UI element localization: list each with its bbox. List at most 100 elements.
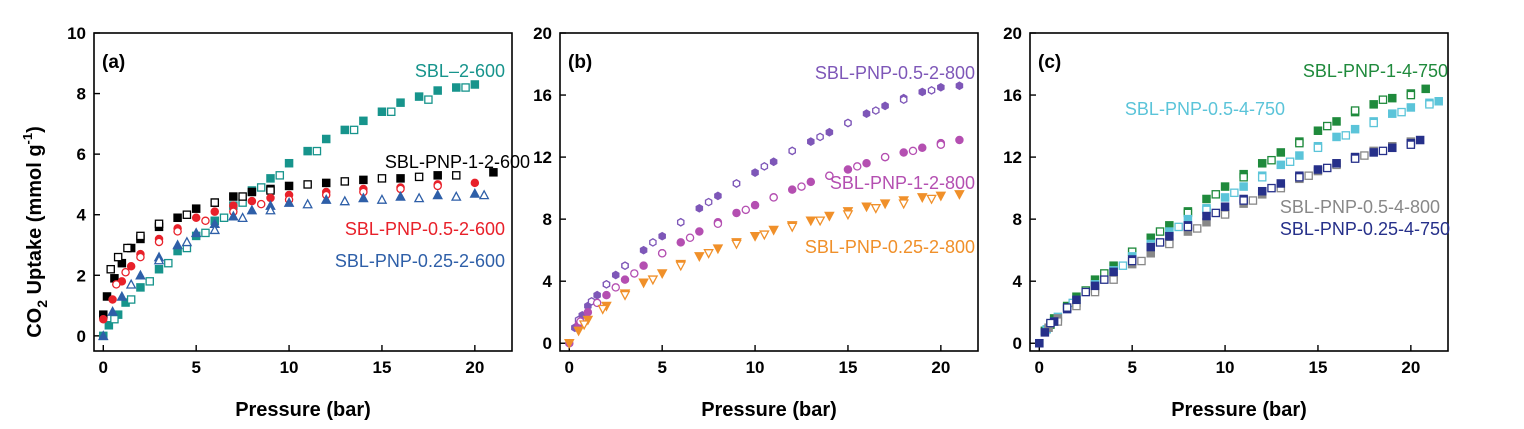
data-point-adsorption — [564, 338, 575, 349]
data-point-desorption — [621, 261, 629, 271]
x-tick-label: 0 — [1035, 358, 1044, 377]
data-point-adsorption — [377, 107, 387, 116]
data-point-desorption — [1406, 90, 1416, 100]
panel-c: 0 5 10 15 20 0 4 8 12 16 20 (c) Pressure (bar) SBL-PN… — [1003, 24, 1450, 421]
data-point-adsorption — [573, 326, 584, 337]
data-point-desorption — [685, 233, 695, 243]
y-tick-label: 8 — [77, 85, 86, 104]
data-point-desorption — [173, 227, 182, 236]
data-point-desorption — [1081, 287, 1090, 297]
data-point-adsorption — [881, 101, 889, 111]
data-point-adsorption — [825, 127, 834, 137]
data-point-desorption — [1118, 261, 1128, 270]
panel-label: (c) — [1038, 52, 1061, 73]
x-tick-label: 20 — [465, 358, 484, 377]
data-point-desorption — [816, 132, 824, 142]
y-tick-label: 4 — [1013, 272, 1023, 291]
data-point-adsorption — [1165, 231, 1174, 241]
series-label: SBL-PNP-1-2-600 — [385, 152, 530, 172]
data-point-adsorption — [98, 330, 109, 341]
data-point-adsorption — [843, 165, 853, 174]
data-point-adsorption — [470, 178, 480, 188]
data-point-adsorption — [108, 295, 117, 304]
data-point-desorption — [898, 199, 909, 210]
data-point-desorption — [630, 269, 639, 278]
data-point-desorption — [126, 295, 136, 304]
data-point-adsorption — [954, 190, 965, 200]
data-point-desorption — [1165, 239, 1174, 249]
data-point-desorption — [732, 179, 741, 188]
data-point-adsorption — [228, 210, 239, 221]
data-point-desorption — [844, 118, 852, 128]
data-point-desorption — [1369, 118, 1378, 128]
data-point-desorption — [814, 216, 826, 227]
data-point-adsorption — [861, 202, 872, 213]
data-point-adsorption — [359, 175, 368, 185]
data-point-desorption — [123, 243, 132, 253]
data-point-adsorption — [714, 191, 722, 201]
x-axis-title: Pressure (bar) — [1171, 399, 1307, 421]
data-point-adsorption — [191, 204, 201, 213]
data-point-desorption — [1211, 190, 1221, 199]
data-point-adsorption — [593, 290, 601, 300]
data-point-adsorption — [1202, 211, 1211, 221]
series-label: SBL-PNP-0.25-2-600 — [335, 251, 505, 271]
data-point-adsorption — [955, 135, 964, 145]
data-point-adsorption — [1072, 295, 1081, 305]
x-tick-label: 15 — [838, 358, 857, 377]
series-SBL-PNP-1-2-600 — [99, 168, 498, 319]
x-tick-label: 15 — [372, 358, 391, 377]
panel-label: (a) — [102, 52, 125, 73]
y-tick-label: 20 — [1003, 24, 1022, 43]
data-point-adsorption — [1332, 159, 1341, 168]
series-label: SBL-PNP-0.5-4-750 — [1125, 99, 1285, 119]
data-point-adsorption — [1276, 179, 1286, 188]
data-point-adsorption — [1313, 126, 1323, 135]
data-point-desorption — [201, 228, 210, 238]
data-point-adsorption — [395, 190, 406, 201]
data-point-adsorption — [173, 213, 182, 222]
data-point-adsorption — [266, 174, 275, 183]
data-point-desorption — [1220, 210, 1230, 219]
data-point-desorption — [339, 195, 351, 206]
plot-frame — [1029, 32, 1449, 352]
data-point-adsorption — [611, 270, 620, 280]
data-point-adsorption — [918, 143, 927, 153]
data-point-desorption — [842, 210, 854, 221]
data-point-adsorption — [191, 213, 201, 222]
data-point-adsorption — [1276, 148, 1286, 157]
data-point-adsorption — [862, 109, 871, 119]
series-label: SBL-PNP-0.25-4-750 — [1280, 219, 1450, 239]
panel-b: 0 5 10 15 20 0 4 8 12 16 20 (b) Pressure (bar) SBL-PN… — [533, 24, 979, 421]
data-point-desorption — [219, 213, 229, 222]
data-point-desorption — [413, 192, 425, 203]
data-point-adsorption — [639, 245, 648, 255]
data-point-adsorption — [937, 82, 945, 92]
data-point-desorption — [164, 258, 173, 268]
data-point-desorption — [1304, 171, 1313, 180]
data-point-desorption — [713, 219, 723, 229]
data-point-adsorption — [172, 239, 183, 250]
panel-label: (b) — [568, 52, 592, 73]
y-axis-title-close: ) — [24, 126, 46, 133]
series-SBL-PNP-0.5-4-800 — [1035, 137, 1416, 348]
data-point-adsorption — [658, 231, 666, 241]
data-point-desorption — [386, 107, 396, 116]
data-point-adsorption — [116, 290, 128, 301]
data-point-desorption — [592, 298, 602, 308]
data-point-desorption — [209, 224, 221, 235]
x-tick-label: 5 — [1127, 358, 1136, 377]
data-point-adsorption — [899, 148, 908, 157]
data-point-adsorption — [1040, 328, 1050, 337]
x-axis-title: Pressure (bar) — [701, 399, 837, 421]
y-tick-label: 0 — [543, 334, 552, 353]
data-point-adsorption — [1295, 151, 1304, 160]
data-point-desorption — [786, 222, 798, 233]
data-point-desorption — [1137, 256, 1146, 266]
data-point-adsorption — [694, 252, 705, 262]
data-point-adsorption — [358, 192, 369, 203]
data-point-desorption — [731, 239, 742, 250]
data-point-adsorption — [210, 207, 220, 216]
data-point-adsorption — [751, 168, 759, 177]
data-point-adsorption — [1276, 160, 1286, 170]
